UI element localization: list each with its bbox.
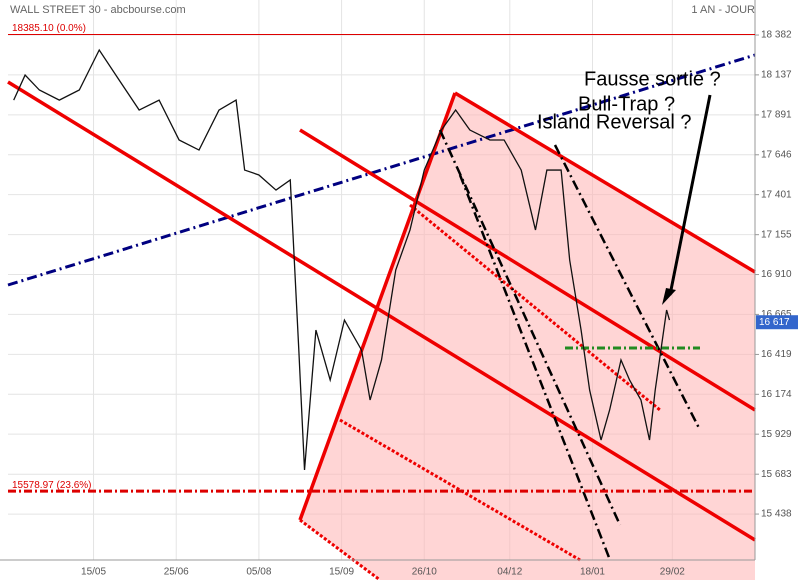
- trend-line: [7, 80, 756, 542]
- chart-title: WALL STREET 30 - abcbourse.com: [10, 4, 186, 16]
- arrow: [668, 94, 712, 296]
- y-tick-label: 16 419: [761, 349, 792, 360]
- trend-line: [458, 174, 612, 561]
- annotation: Bull-Trap ?: [578, 93, 675, 115]
- arrow-head: [662, 288, 676, 305]
- x-tick-label: 15/09: [329, 567, 354, 578]
- trend-line: [454, 91, 756, 274]
- x-tick-label: 15/05: [81, 567, 106, 578]
- level-label: 18385.10 (0.0%): [12, 23, 86, 34]
- y-tick-label: 16 665: [761, 309, 792, 320]
- y-tick-label: 15 683: [761, 469, 792, 480]
- period-label: 1 AN - JOUR: [691, 4, 755, 16]
- trend-line: [553, 144, 702, 431]
- x-tick-label: 29/02: [660, 567, 685, 578]
- y-tick-label: 17 155: [761, 229, 792, 240]
- annotation: Island Reversal ?: [537, 111, 692, 133]
- trend-line: [438, 129, 622, 526]
- y-tick-label: 16 174: [761, 389, 792, 400]
- trend-line: [299, 518, 381, 582]
- last-price-label: 16 617: [759, 317, 790, 328]
- y-tick-label: 15 929: [761, 429, 792, 440]
- price-line: [13, 48, 671, 471]
- x-tick-label: 05/08: [246, 567, 271, 578]
- x-tick-label: 18/01: [580, 567, 605, 578]
- y-tick-label: 18 137: [761, 70, 792, 81]
- annotation: Fausse sortie ?: [584, 68, 721, 90]
- x-tick-label: 25/06: [164, 567, 189, 578]
- trend-line: [299, 128, 756, 412]
- trend-lines: [7, 53, 756, 582]
- x-tick-label: 26/10: [412, 567, 437, 578]
- x-tick-label: 04/12: [497, 567, 522, 578]
- level-label: 15578.97 (23.6%): [12, 480, 92, 491]
- y-tick-label: 17 401: [761, 189, 792, 200]
- y-tick-label: 16 910: [761, 269, 792, 280]
- y-tick-label: 17 891: [761, 110, 792, 121]
- trend-line: [298, 92, 457, 521]
- trend-line: [339, 418, 581, 562]
- y-tick-label: 18 382: [761, 30, 792, 41]
- trend-line: [409, 203, 661, 412]
- y-tick-label: 15 438: [761, 509, 792, 520]
- last-price-box: [756, 315, 798, 330]
- y-tick-label: 17 646: [761, 149, 792, 160]
